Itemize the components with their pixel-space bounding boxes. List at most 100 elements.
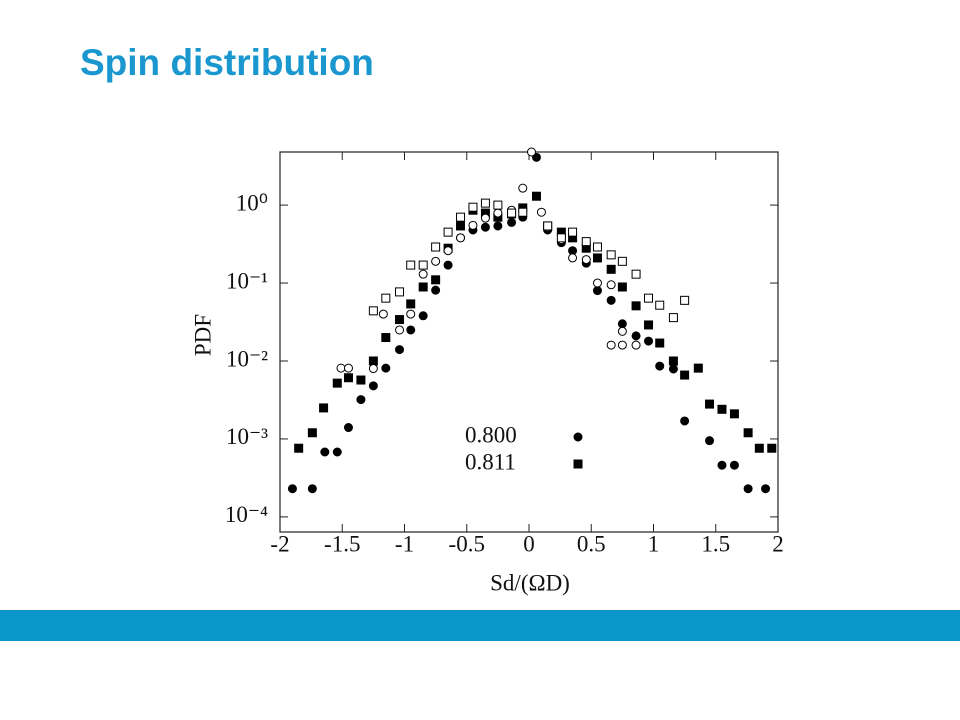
point xyxy=(717,404,727,414)
point xyxy=(655,338,665,348)
point xyxy=(332,447,342,457)
point xyxy=(693,363,703,373)
point xyxy=(480,222,490,232)
point xyxy=(531,191,541,201)
point xyxy=(336,363,346,373)
point xyxy=(493,208,503,218)
x-axis-label: Sd/(ΩD) xyxy=(490,570,570,595)
point xyxy=(456,233,466,243)
point xyxy=(381,293,391,303)
point xyxy=(406,299,416,309)
point xyxy=(319,403,329,413)
point xyxy=(518,207,528,217)
point xyxy=(568,227,578,237)
point xyxy=(456,221,466,231)
x-tick-label: 0.5 xyxy=(577,531,606,556)
point xyxy=(287,484,297,494)
x-tick-label: -2 xyxy=(270,531,289,556)
point xyxy=(418,311,428,321)
point xyxy=(307,428,317,438)
point xyxy=(456,212,466,222)
point xyxy=(395,287,405,297)
point xyxy=(729,460,739,470)
y-tick-label: 10⁰ xyxy=(236,190,268,215)
point xyxy=(617,256,627,266)
point xyxy=(655,300,665,310)
point xyxy=(507,217,517,227)
point xyxy=(343,363,353,373)
point xyxy=(581,237,591,247)
point xyxy=(617,282,627,292)
point xyxy=(395,315,405,325)
x-tick-label: -1 xyxy=(395,531,414,556)
point xyxy=(356,395,366,405)
point xyxy=(431,275,441,285)
point xyxy=(443,260,453,270)
point xyxy=(443,227,453,237)
legend-marker xyxy=(573,432,583,442)
point xyxy=(343,423,353,433)
point xyxy=(644,293,654,303)
point xyxy=(644,336,654,346)
point xyxy=(468,202,478,212)
point xyxy=(754,443,764,453)
point xyxy=(493,221,503,231)
point xyxy=(592,286,602,296)
plot-frame xyxy=(279,151,779,533)
footer-band xyxy=(0,610,960,641)
point xyxy=(606,280,616,290)
point xyxy=(668,364,678,374)
point xyxy=(680,370,690,380)
point xyxy=(606,250,616,260)
y-tick-label: 10⁻¹ xyxy=(226,268,268,293)
point xyxy=(480,198,490,208)
point xyxy=(443,246,453,256)
x-tick-label: 1.5 xyxy=(701,531,730,556)
point xyxy=(705,436,715,446)
point xyxy=(332,378,342,388)
point xyxy=(294,443,304,453)
point xyxy=(431,285,441,295)
point xyxy=(343,373,353,383)
point xyxy=(743,428,753,438)
point xyxy=(307,484,317,494)
point xyxy=(606,295,616,305)
y-tick-label: 10⁻³ xyxy=(226,424,268,449)
point xyxy=(606,264,616,274)
point xyxy=(406,325,416,335)
point xyxy=(592,253,602,263)
x-tick-label: 0 xyxy=(523,531,535,556)
point xyxy=(680,295,690,305)
slide-title: Spin distribution xyxy=(80,42,374,83)
legend-label: 0.811 xyxy=(465,449,516,474)
point xyxy=(356,375,366,385)
point xyxy=(717,460,727,470)
point xyxy=(493,200,503,210)
point xyxy=(395,325,405,335)
legend-label: 0.800 xyxy=(465,422,517,447)
point xyxy=(592,242,602,252)
point xyxy=(368,381,378,391)
point xyxy=(368,364,378,374)
point xyxy=(368,306,378,316)
point xyxy=(592,278,602,288)
point xyxy=(543,221,553,231)
point xyxy=(406,260,416,270)
point xyxy=(431,256,441,266)
point xyxy=(418,282,428,292)
point xyxy=(655,361,665,371)
point xyxy=(631,340,641,350)
x-tick-label: 1 xyxy=(648,531,660,556)
point xyxy=(395,345,405,355)
point xyxy=(556,233,566,243)
point xyxy=(526,147,536,157)
point xyxy=(468,220,478,230)
point xyxy=(581,255,591,265)
x-tick-label: -0.5 xyxy=(449,531,485,556)
y-tick-label: 10⁻⁴ xyxy=(225,502,268,527)
legend-marker xyxy=(573,459,583,469)
point xyxy=(668,356,678,366)
point xyxy=(617,319,627,329)
point xyxy=(431,242,441,252)
